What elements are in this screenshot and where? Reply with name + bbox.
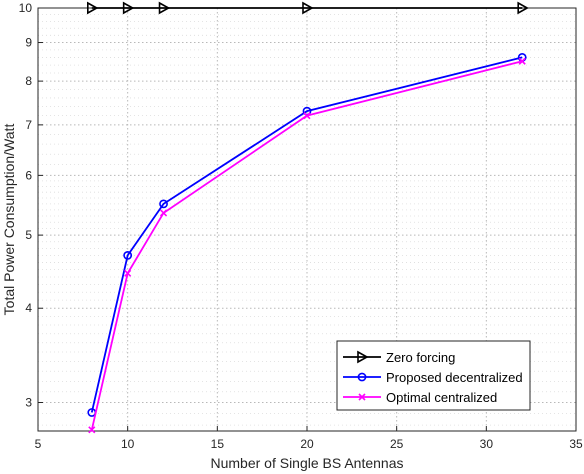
data-point: [159, 209, 168, 217]
axis-ticks: 5 10 15 20 25 30 35 3 4 5 6 7 8 9 10: [19, 1, 583, 451]
y-tick-label: 6: [25, 168, 32, 182]
data-point: [122, 1, 135, 15]
legend-label: Optimal centralized: [386, 390, 497, 405]
series-line: [90, 56, 523, 413]
x-tick-label: 25: [390, 437, 404, 451]
data-point: [302, 1, 314, 15]
x-tick-label: 15: [211, 437, 225, 451]
x-tick-label: 5: [35, 437, 42, 451]
legend-box: [336, 340, 531, 411]
data-point: [303, 112, 311, 120]
y-tick-label: 10: [19, 1, 33, 15]
y-tick-label: 7: [25, 118, 32, 132]
data-point: [88, 426, 96, 434]
series-2: [88, 57, 526, 434]
legend-label: Proposed decentralized: [386, 370, 523, 385]
x-tick-label: 35: [569, 437, 583, 451]
x-axis-label: Number of Single BS Antennas: [210, 455, 403, 471]
y-tick-label: 8: [25, 74, 32, 88]
data-point: [123, 250, 133, 260]
y-tick-label: 5: [25, 228, 32, 242]
legend-marker: [358, 393, 366, 401]
data-point: [518, 57, 526, 65]
legend: Zero forcing Proposed decentralized Optima…: [336, 340, 531, 411]
data-point: [159, 199, 168, 209]
legend-marker: [357, 350, 369, 364]
data-point: [158, 1, 171, 15]
data-point: [87, 1, 99, 15]
legend-marker: [357, 372, 367, 382]
series-layer: [87, 1, 529, 434]
data-point: [124, 269, 132, 277]
x-tick-label: 30: [480, 437, 494, 451]
x-tick-label: 20: [300, 437, 314, 451]
x-tick-label: 10: [121, 437, 135, 451]
data-point: [517, 1, 529, 15]
y-axis-label: Total Power Consumption/Watt: [1, 124, 17, 316]
y-tick-label: 9: [25, 36, 32, 50]
legend-label: Zero forcing: [386, 350, 455, 365]
y-tick-label: 4: [25, 301, 32, 315]
y-tick-label: 3: [25, 395, 32, 409]
series-0: [87, 1, 529, 15]
